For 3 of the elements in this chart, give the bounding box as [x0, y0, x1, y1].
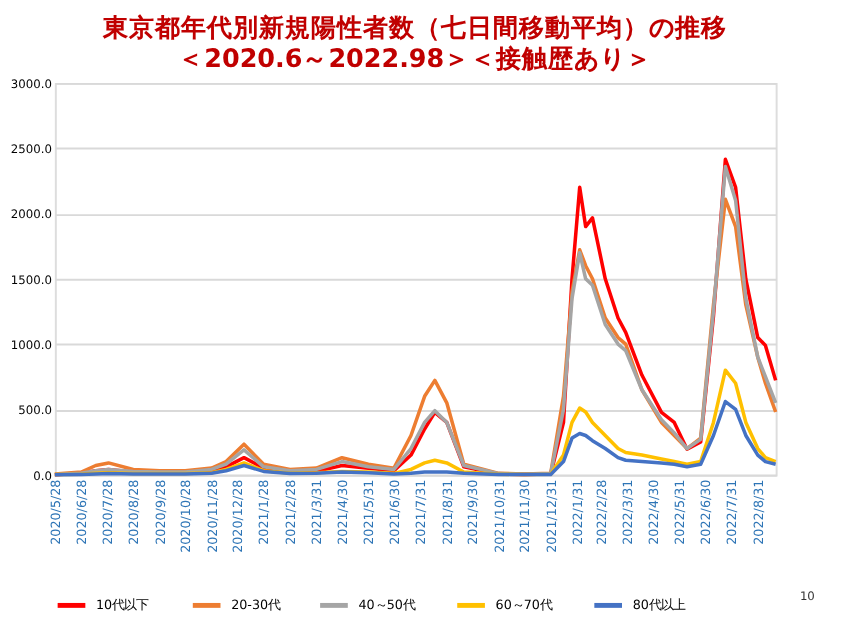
line-series: [53, 399, 778, 477]
chart-subtitle: ＜2020.6～2022.98＞＜接触歴あり＞: [178, 43, 653, 76]
chart-title: 東京都年代別新規陽性者数（七日間移動平均）の推移: [101, 11, 728, 44]
